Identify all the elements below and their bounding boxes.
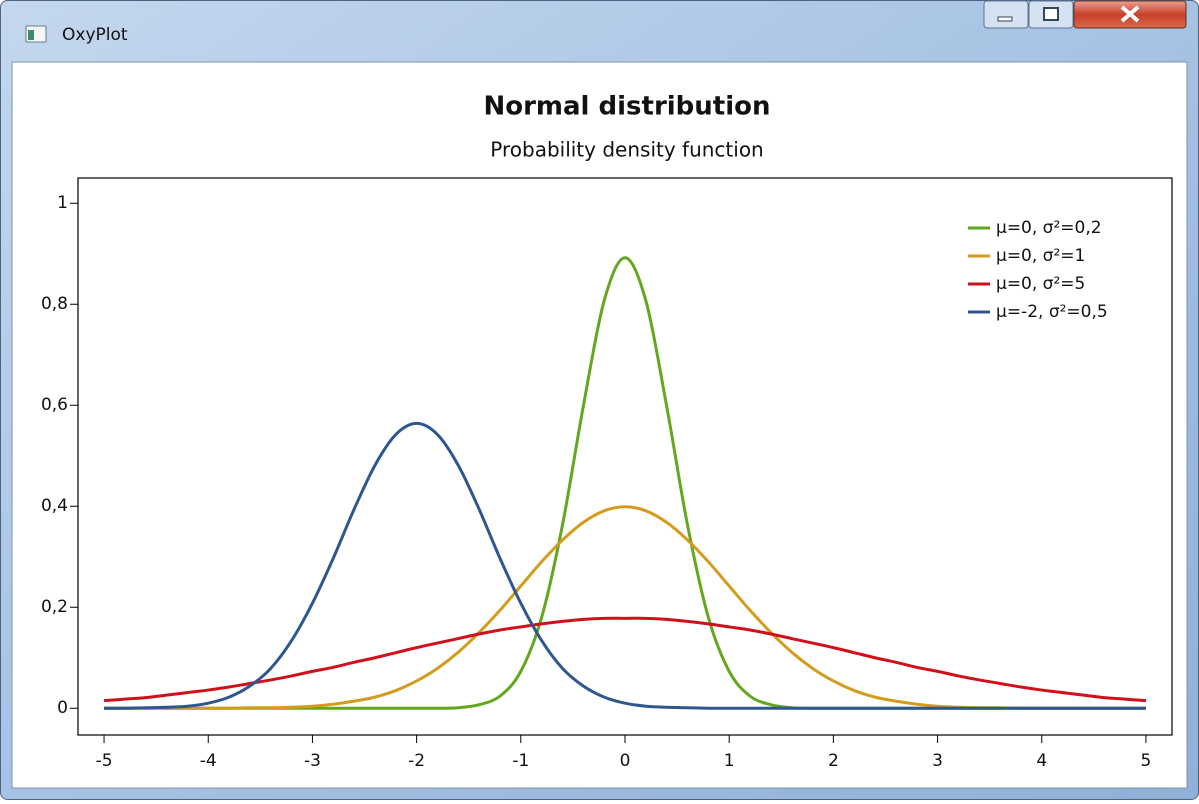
x-tick-label: -5 (96, 751, 113, 771)
x-tick-label: -4 (200, 751, 217, 771)
legend-label: μ=-2, σ²=0,5 (996, 302, 1108, 322)
y-tick-label: 0,2 (41, 597, 68, 617)
close-button[interactable] (1073, 0, 1187, 29)
y-tick-label: 0,8 (41, 294, 68, 314)
x-tick-label: 2 (828, 751, 839, 771)
legend-label: μ=0, σ²=0,2 (996, 218, 1102, 238)
legend-label: μ=0, σ²=1 (996, 246, 1085, 266)
x-tick-label: 1 (724, 751, 735, 771)
x-tick-label: -1 (512, 751, 529, 771)
x-tick-label: 0 (620, 751, 631, 771)
client-area (11, 61, 1188, 789)
chart-subtitle: Probability density function (490, 138, 763, 162)
x-tick-label: 3 (932, 751, 943, 771)
y-tick-label: 1 (57, 193, 68, 213)
series-line (104, 421, 1146, 710)
y-tick-label: 0 (57, 698, 68, 718)
y-tick-label: 0,6 (41, 395, 68, 415)
window-title: OxyPlot (62, 25, 128, 45)
series-line (103, 616, 1147, 703)
chart-title: Normal distribution (483, 92, 770, 122)
app-icon (25, 25, 47, 43)
x-tick-label: -2 (408, 751, 425, 771)
minimize-button[interactable] (983, 0, 1029, 29)
x-tick-label: -3 (304, 751, 321, 771)
y-tick-label: 0,4 (41, 496, 68, 516)
maximize-button[interactable] (1028, 0, 1074, 29)
x-tick-label: 4 (1036, 751, 1047, 771)
legend-label: μ=0, σ²=5 (996, 274, 1085, 294)
x-tick-label: 5 (1141, 751, 1152, 771)
